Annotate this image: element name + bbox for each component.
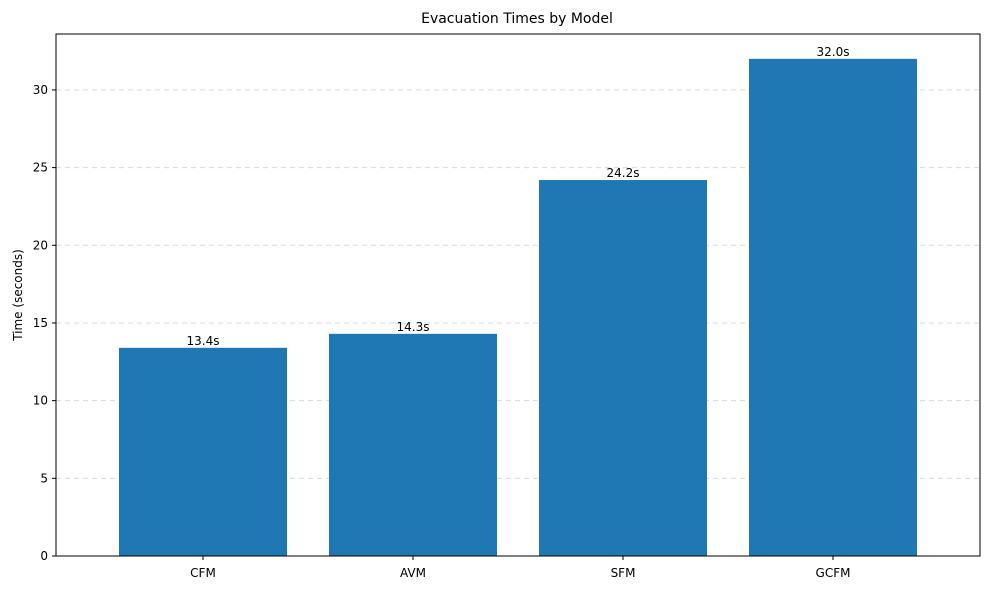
y-tick-label: 0 xyxy=(40,549,48,563)
y-axis-label: Time (seconds) xyxy=(11,249,25,342)
bars xyxy=(119,58,917,557)
bar-value-label: 13.4s xyxy=(187,334,220,348)
x-tick-label: SFM xyxy=(611,566,636,580)
chart-title: Evacuation Times by Model xyxy=(421,11,613,27)
bar-value-label: 14.3s xyxy=(397,320,430,334)
bar-avm xyxy=(329,333,497,556)
x-axis: CFM AVM SFM GCFM xyxy=(190,556,850,580)
x-tick-label: CFM xyxy=(190,566,216,580)
y-tick-label: 10 xyxy=(33,394,48,408)
bar-gcfm xyxy=(749,58,917,556)
bar-value-labels: 13.4s 14.3s 24.2s 32.0s xyxy=(187,45,850,348)
x-tick-label: GCFM xyxy=(816,566,851,580)
bar-value-label: 32.0s xyxy=(817,45,850,59)
y-axis: 0 5 10 15 20 25 30 xyxy=(33,83,56,563)
y-tick-label: 5 xyxy=(40,471,48,485)
x-tick-label: AVM xyxy=(400,566,426,580)
bar-value-label: 24.2s xyxy=(607,166,640,180)
plot-frame xyxy=(55,33,981,557)
y-tick-label: 25 xyxy=(33,161,48,175)
y-tick-label: 15 xyxy=(33,316,48,330)
y-tick-label: 20 xyxy=(33,238,48,252)
bar-cfm xyxy=(119,347,287,556)
bar-sfm xyxy=(539,180,707,557)
y-tick-label: 30 xyxy=(33,83,48,97)
